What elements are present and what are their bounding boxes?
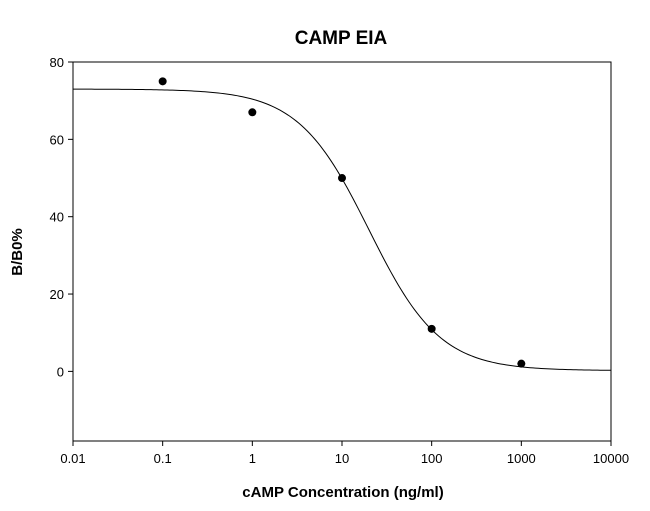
x-axis: 0.01 0.1 1 10 100 1000 10000 (60, 441, 629, 466)
data-point (517, 359, 526, 368)
x-tick-label: 0.01 (60, 451, 85, 466)
data-point (338, 174, 346, 183)
x-tick-label: 100 (421, 451, 443, 466)
y-tick-label: 40 (50, 210, 64, 225)
y-axis-label: B/B0% (9, 228, 26, 276)
data-point (158, 77, 167, 86)
data-point (427, 324, 436, 333)
data-points (158, 77, 526, 368)
fit-curve (73, 88, 612, 371)
y-tick-label: 80 (50, 55, 64, 70)
plot-frame (72, 61, 612, 442)
chart-title: CAMP EIA (295, 28, 388, 49)
x-tick-label: 1000 (507, 451, 536, 466)
y-tick-label: 0 (57, 364, 64, 379)
y-tick-label: 20 (50, 287, 64, 302)
x-tick-label: 1 (249, 451, 256, 466)
x-tick-label: 0.1 (154, 451, 172, 466)
x-tick-label: 10 (335, 451, 349, 466)
data-point (248, 108, 257, 117)
y-tick-label: 60 (50, 132, 64, 147)
x-axis-label: cAMP Concentration (ng/ml) (242, 484, 443, 501)
y-axis: 0 20 40 60 80 (50, 55, 73, 379)
x-tick-label: 10000 (593, 451, 629, 466)
